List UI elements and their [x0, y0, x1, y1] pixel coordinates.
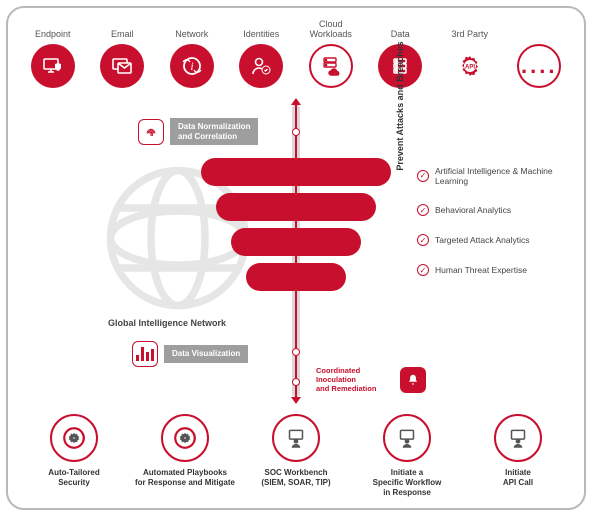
source-label: 3rd Party [451, 18, 488, 40]
funnel [196, 158, 396, 291]
coordinated-box: Coordinated Inoculation and Remediation [316, 366, 426, 393]
output-label: Initiate a Specific Workflow in Response [373, 468, 442, 498]
cloud-servers-icon [309, 44, 353, 88]
source-label: Network [175, 18, 208, 40]
info-exchange-icon: i [170, 44, 214, 88]
output-label: Auto-Tailored Security [48, 468, 99, 488]
thirdparty-text: 3rd Party [451, 30, 488, 40]
axis-node [292, 348, 300, 356]
output-workflow: Initiate a Specific Workflow in Response [355, 414, 459, 498]
funnel-bar [246, 263, 346, 291]
funnel-bar [231, 228, 361, 256]
ellipsis-icon: .... [517, 44, 561, 88]
gear-target-icon [161, 414, 209, 462]
source-label: Endpoint [35, 18, 71, 40]
envelope-icon [100, 44, 144, 88]
coordinated-label: Coordinated Inoculation and Remediation [316, 366, 394, 393]
prevent-item-label: Human Threat Expertise [435, 265, 527, 275]
funnel-bar [216, 193, 376, 221]
svg-text:i: i [190, 59, 193, 73]
source-label: Identities [243, 18, 279, 40]
bell-icon [400, 367, 426, 393]
visualization-label: Data Visualization [164, 345, 248, 363]
source-more: .... [507, 18, 573, 88]
output-label: Initiate API Call [503, 468, 533, 488]
source-cloud: Cloud Workloads [298, 18, 364, 88]
output-api: Initiate API Call [466, 414, 570, 498]
bar-chart-icon [132, 341, 158, 367]
visualization-box: Data Visualization [132, 341, 248, 367]
check-icon: ✓ [417, 264, 429, 276]
axis-node [292, 378, 300, 386]
source-label: Cloud Workloads [310, 18, 352, 40]
normalization-label: Data Normalization and Correlation [170, 118, 258, 145]
analyst-icon [272, 414, 320, 462]
check-icon: ✓ [417, 204, 429, 216]
gear-target-icon [50, 414, 98, 462]
source-email: Email [90, 18, 156, 88]
source-label: Email [111, 18, 134, 40]
output-auto-tailored: Auto-Tailored Security [22, 414, 126, 498]
prevent-item: ✓ Targeted Attack Analytics [417, 234, 570, 246]
analyst-icon [494, 414, 542, 462]
prevent-title: Prevent Attacks and Breaches [395, 36, 405, 176]
outputs-row: Auto-Tailored Security Automated Playboo… [22, 414, 570, 498]
output-soc: SOC Workbench (SIEM, SOAR, TIP) [244, 414, 348, 498]
api-gear-icon: API [448, 44, 492, 88]
prevent-item-label: Targeted Attack Analytics [435, 235, 530, 245]
globe-label: Global Intelligence Network [108, 318, 226, 328]
fingerprint-icon [138, 119, 164, 145]
normalization-box: Data Normalization and Correlation [138, 118, 258, 145]
prevent-item-label: Behavioral Analytics [435, 205, 511, 215]
output-label: Automated Playbooks for Response and Mit… [135, 468, 235, 488]
prevent-item: ✓ Artificial Intelligence & Machine Learn… [417, 166, 570, 186]
output-label: SOC Workbench (SIEM, SOAR, TIP) [261, 468, 330, 488]
check-icon: ✓ [417, 234, 429, 246]
source-endpoint: Endpoint [20, 18, 86, 88]
user-check-icon [239, 44, 283, 88]
output-playbooks: Automated Playbooks for Response and Mit… [133, 414, 237, 498]
prevent-item-label: Artificial Intelligence & Machine Learni… [435, 166, 570, 186]
axis-node [292, 128, 300, 136]
diagram-frame: Endpoint Email Network i Identities Clou… [6, 6, 586, 510]
source-identities: Identities [229, 18, 295, 88]
prevent-column: Prevent Attacks and Breaches ✓Artificial… [415, 166, 570, 276]
source-thirdparty: 3rd Party API [437, 18, 503, 88]
check-icon: ✓ [417, 170, 429, 182]
source-network: Network i [159, 18, 225, 88]
funnel-bar [201, 158, 391, 186]
prevent-item: ✓ Behavioral Analytics [417, 204, 570, 216]
analyst-icon [383, 414, 431, 462]
sources-row: Endpoint Email Network i Identities Clou… [20, 18, 572, 88]
svg-text:API: API [465, 65, 475, 71]
monitor-shield-icon [31, 44, 75, 88]
prevent-item: ✓ Human Threat Expertise [417, 264, 570, 276]
